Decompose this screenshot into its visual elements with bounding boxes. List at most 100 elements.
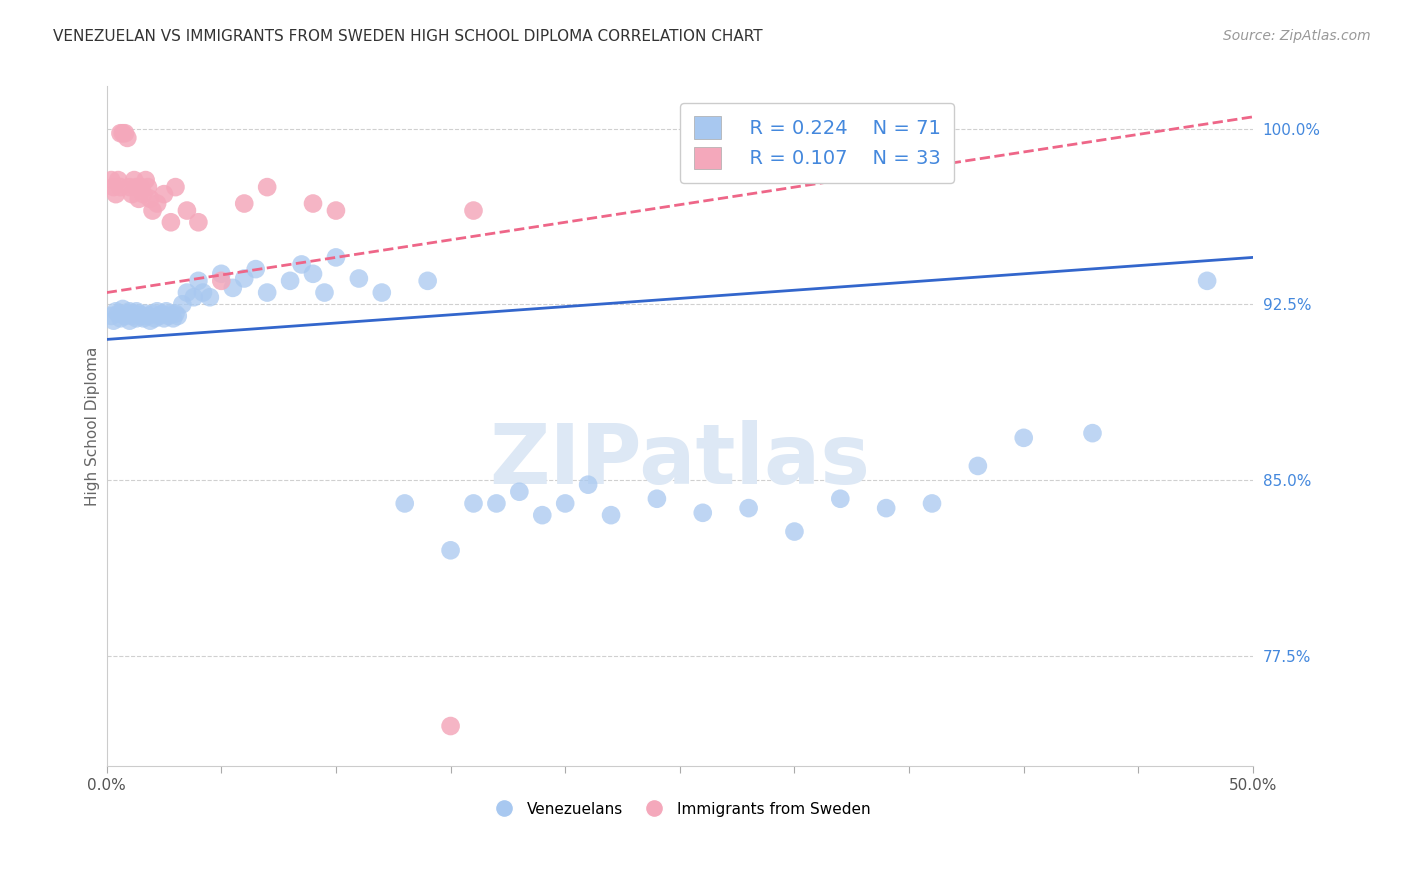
Point bbox=[153, 311, 176, 326]
Point bbox=[143, 311, 166, 326]
Point bbox=[160, 307, 183, 321]
Point bbox=[122, 307, 145, 321]
Point bbox=[160, 215, 183, 229]
Point bbox=[146, 196, 169, 211]
Point bbox=[290, 257, 312, 271]
Point bbox=[830, 491, 852, 506]
Point bbox=[278, 274, 301, 288]
Point bbox=[233, 271, 256, 285]
Point bbox=[256, 285, 278, 300]
Text: Source: ZipAtlas.com: Source: ZipAtlas.com bbox=[1223, 29, 1371, 43]
Point bbox=[110, 126, 132, 140]
Point bbox=[132, 311, 155, 326]
Point bbox=[737, 501, 759, 516]
Point bbox=[107, 307, 129, 321]
Point bbox=[209, 274, 232, 288]
Point bbox=[576, 477, 599, 491]
Point bbox=[1012, 431, 1035, 445]
Point bbox=[129, 180, 152, 194]
Point bbox=[118, 304, 141, 318]
Point bbox=[463, 496, 485, 510]
Point bbox=[256, 180, 278, 194]
Point bbox=[325, 251, 347, 265]
Point bbox=[222, 281, 245, 295]
Point bbox=[128, 192, 150, 206]
Point bbox=[692, 506, 714, 520]
Point bbox=[439, 719, 461, 733]
Point bbox=[132, 187, 155, 202]
Point bbox=[125, 304, 148, 318]
Point bbox=[104, 304, 127, 318]
Point bbox=[135, 173, 157, 187]
Point bbox=[1081, 426, 1104, 441]
Point bbox=[111, 301, 134, 316]
Point bbox=[183, 290, 205, 304]
Point bbox=[114, 309, 136, 323]
Point bbox=[110, 180, 132, 194]
Point bbox=[325, 203, 347, 218]
Point bbox=[966, 458, 988, 473]
Point bbox=[394, 496, 416, 510]
Point bbox=[554, 496, 576, 510]
Point bbox=[107, 173, 129, 187]
Text: VENEZUELAN VS IMMIGRANTS FROM SWEDEN HIGH SCHOOL DIPLOMA CORRELATION CHART: VENEZUELAN VS IMMIGRANTS FROM SWEDEN HIG… bbox=[53, 29, 763, 44]
Point bbox=[172, 297, 194, 311]
Point bbox=[125, 311, 148, 326]
Point bbox=[463, 203, 485, 218]
Point bbox=[150, 307, 173, 321]
Point bbox=[141, 307, 163, 321]
Point bbox=[135, 307, 157, 321]
Point bbox=[155, 304, 177, 318]
Point bbox=[136, 180, 159, 194]
Point bbox=[302, 196, 325, 211]
Point bbox=[233, 196, 256, 211]
Point bbox=[103, 313, 125, 327]
Point bbox=[508, 484, 530, 499]
Point bbox=[314, 285, 336, 300]
Point bbox=[176, 203, 198, 218]
Point bbox=[347, 271, 370, 285]
Y-axis label: High School Diploma: High School Diploma bbox=[86, 346, 100, 506]
Point bbox=[645, 491, 668, 506]
Point bbox=[165, 180, 187, 194]
Point bbox=[209, 267, 232, 281]
Point bbox=[129, 309, 152, 323]
Point bbox=[139, 313, 162, 327]
Point bbox=[100, 173, 122, 187]
Point bbox=[121, 187, 143, 202]
Point bbox=[118, 180, 141, 194]
Point bbox=[165, 307, 187, 321]
Text: ZIPatlas: ZIPatlas bbox=[489, 419, 870, 500]
Point bbox=[136, 309, 159, 323]
Point bbox=[416, 274, 439, 288]
Point bbox=[141, 203, 163, 218]
Point bbox=[439, 543, 461, 558]
Point bbox=[153, 187, 176, 202]
Point bbox=[162, 311, 184, 326]
Point bbox=[302, 267, 325, 281]
Point bbox=[118, 313, 141, 327]
Point bbox=[187, 274, 209, 288]
Point bbox=[245, 262, 267, 277]
Point bbox=[117, 131, 139, 145]
Point bbox=[371, 285, 394, 300]
Point bbox=[485, 496, 508, 510]
Point bbox=[103, 180, 125, 194]
Point bbox=[875, 501, 897, 516]
Point bbox=[117, 307, 139, 321]
Point bbox=[111, 126, 134, 140]
Point bbox=[198, 290, 221, 304]
Legend: Venezuelans, Immigrants from Sweden: Venezuelans, Immigrants from Sweden bbox=[482, 796, 877, 822]
Point bbox=[921, 496, 943, 510]
Point bbox=[146, 304, 169, 318]
Point bbox=[600, 508, 623, 523]
Point bbox=[531, 508, 554, 523]
Point bbox=[100, 309, 122, 323]
Point bbox=[148, 309, 170, 323]
Point bbox=[157, 309, 180, 323]
Point bbox=[783, 524, 806, 539]
Point bbox=[121, 309, 143, 323]
Point bbox=[176, 285, 198, 300]
Point bbox=[128, 307, 150, 321]
Point bbox=[1197, 274, 1219, 288]
